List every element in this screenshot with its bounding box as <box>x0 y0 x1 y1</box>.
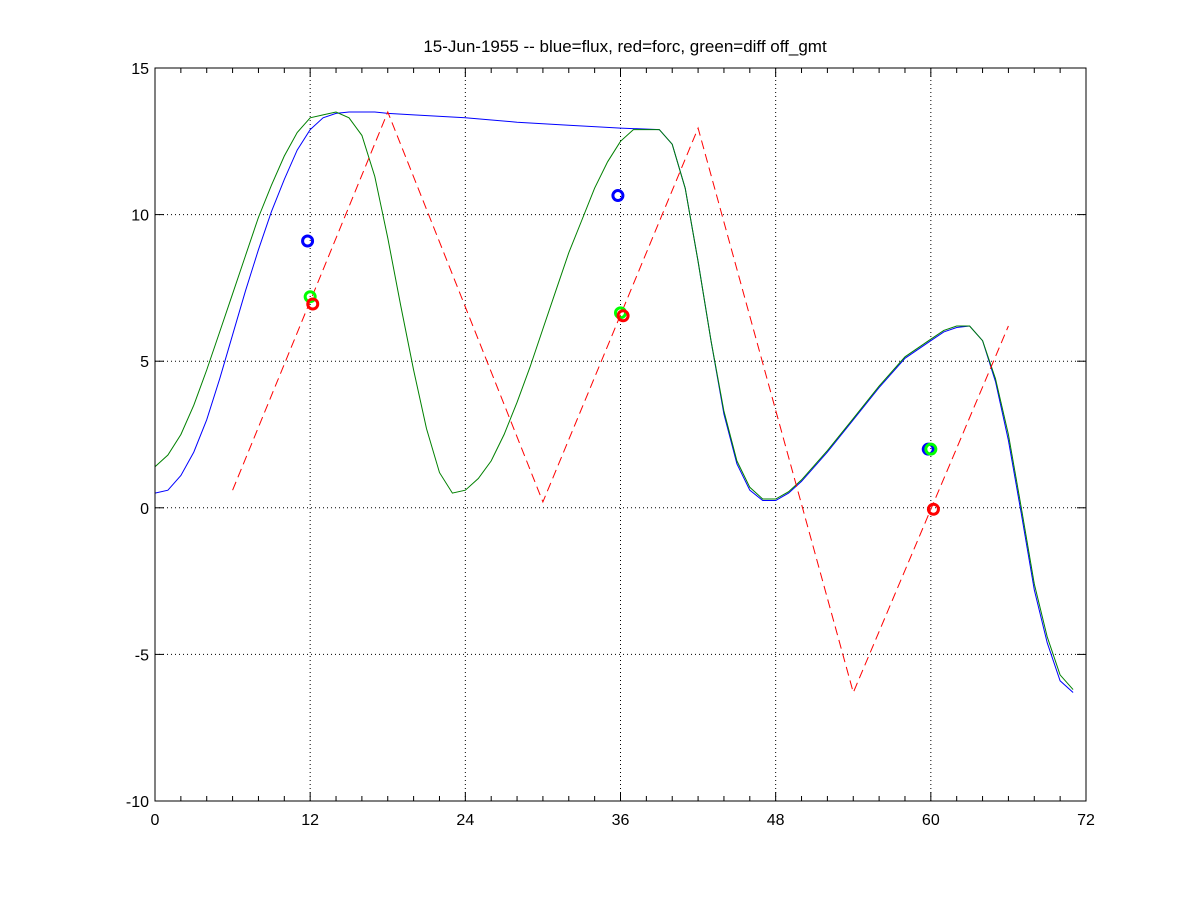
y-tick-label: 5 <box>140 354 149 371</box>
data-marker <box>306 297 320 311</box>
y-tick-label: -10 <box>126 794 149 811</box>
data-marker <box>616 309 630 323</box>
ticks <box>154 67 1087 802</box>
y-tick-label: 15 <box>131 61 149 78</box>
data-marker <box>926 502 940 516</box>
x-tick-label: 24 <box>456 812 474 829</box>
chart-title: 15-Jun-1955 -- blue=flux, red=forc, gree… <box>423 37 827 56</box>
y-tick-label: 0 <box>140 501 149 518</box>
marker-group <box>301 189 940 516</box>
x-tick-label: 60 <box>922 812 940 829</box>
data-marker <box>301 234 315 248</box>
tick-labels: 0 12 24 36 48 60 72 -10 -5 0 5 10 15 <box>126 61 1095 829</box>
series-group <box>154 110 1074 695</box>
series-line-2 <box>232 110 1009 695</box>
x-tick-label: 72 <box>1077 812 1095 829</box>
data-marker <box>924 442 938 456</box>
x-tick-label: 12 <box>301 812 319 829</box>
data-marker <box>611 189 625 203</box>
y-tick-label: 10 <box>131 208 149 225</box>
y-tick-label: -5 <box>135 647 149 664</box>
x-tick-label: 36 <box>612 812 630 829</box>
data-marker <box>303 290 317 304</box>
x-tick-label: 0 <box>151 812 160 829</box>
series-line-1 <box>154 111 1074 690</box>
x-tick-label: 48 <box>767 812 785 829</box>
